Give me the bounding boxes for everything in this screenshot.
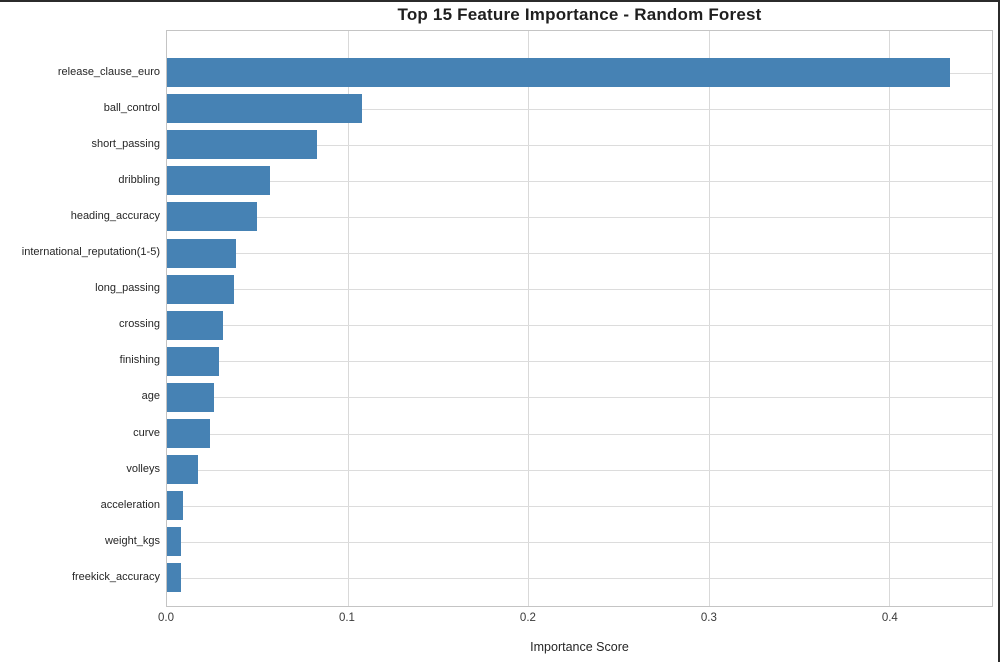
horizontal-gridline (167, 216, 992, 218)
chart-title: Top 15 Feature Importance - Random Fores… (397, 5, 762, 24)
horizontal-gridline (167, 541, 992, 543)
horizontal-gridline (167, 253, 992, 254)
y-tick-label: heading_accuracy (70, 209, 160, 222)
horizontal-gridline (167, 469, 992, 471)
horizontal-gridline (167, 289, 992, 291)
horizontal-gridline (167, 180, 992, 182)
bar-age (167, 382, 214, 412)
bar-freekick_accuracy (167, 563, 182, 593)
horizontal-gridline (167, 577, 992, 579)
y-tick-label: release_clause_euro (57, 65, 160, 78)
y-tick-label: ball_control (103, 101, 160, 114)
horizontal-gridline (167, 144, 992, 146)
bar-weight_kgs (167, 527, 182, 557)
vertical-gridline (347, 31, 349, 606)
bar-curve (167, 419, 211, 448)
horizontal-gridline (167, 361, 992, 363)
bar-volleys (167, 455, 198, 485)
bar-crossing (167, 310, 223, 340)
horizontal-gridline (167, 505, 992, 507)
bar-finishing (167, 346, 220, 376)
vertical-gridline (889, 31, 891, 606)
x-tick-label: 0.0 (158, 612, 174, 624)
y-tick-label: finishing (119, 354, 160, 367)
plot-area (166, 30, 993, 607)
bar-dribbling (167, 166, 270, 196)
horizontal-gridline (167, 397, 992, 399)
horizontal-gridline (167, 325, 992, 327)
y-tick-label: crossing (119, 318, 160, 331)
y-tick-label: volleys (126, 462, 160, 475)
horizontal-gridline (167, 108, 992, 110)
x-tick-label: 0.3 (700, 612, 717, 624)
bar-acceleration (167, 491, 184, 521)
y-tick-label: age (141, 390, 160, 403)
y-tick-label: curve (133, 426, 160, 439)
y-tick-label: short_passing (91, 137, 161, 150)
bar-international_reputation(1-5) (167, 238, 236, 268)
y-axis-labels: release_clause_euro ball_control short_pas… (0, 30, 160, 607)
y-tick-label: international_reputation(1-5) (21, 246, 160, 258)
vertical-gridline (708, 31, 710, 606)
x-axis-ticks: 0.0 0.1 0.2 0.3 0.4 (158, 612, 993, 628)
y-tick-label: long_passing (95, 282, 160, 295)
x-axis-label: Importance Score (530, 640, 629, 654)
x-tick-label: 0.2 (519, 612, 536, 624)
horizontal-gridline (167, 433, 992, 435)
x-tick-label: 0.4 (881, 612, 898, 624)
y-tick-label: freekick_accuracy (71, 570, 160, 583)
y-tick-label: dribbling (118, 173, 160, 186)
bar-release_clause_euro (167, 58, 951, 87)
window-right-border (998, 0, 1000, 662)
bar-long_passing (167, 274, 234, 304)
bar-short_passing (167, 130, 317, 160)
y-tick-label: weight_kgs (104, 534, 160, 547)
window-top-border (0, 0, 1000, 2)
bar-ball_control (167, 94, 362, 124)
y-tick-label: acceleration (100, 498, 160, 511)
vertical-gridline (528, 31, 530, 606)
bar-heading_accuracy (167, 202, 258, 232)
x-tick-label: 0.1 (338, 612, 355, 624)
